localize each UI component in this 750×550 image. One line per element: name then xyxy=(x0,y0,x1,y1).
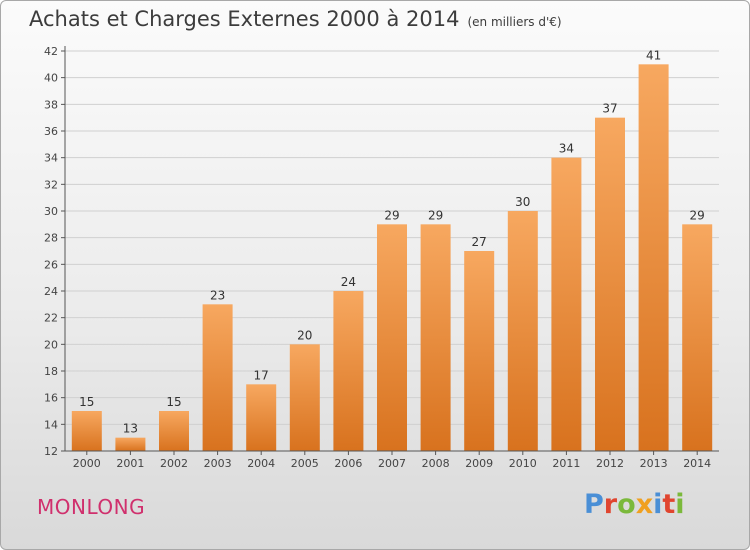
bar xyxy=(551,157,582,451)
x-tick-label: 2000 xyxy=(73,457,101,470)
x-tick-label: 2011 xyxy=(552,457,580,470)
x-tick-label: 2001 xyxy=(116,457,144,470)
bar xyxy=(638,64,669,452)
y-tick-label: 28 xyxy=(44,232,58,245)
bar xyxy=(202,304,233,451)
x-tick-label: 2004 xyxy=(247,457,275,470)
logo-letter: x xyxy=(635,489,654,520)
y-tick-label: 16 xyxy=(44,392,58,405)
logo-letter: t xyxy=(662,489,676,520)
y-tick-label: 18 xyxy=(44,365,58,378)
data-label: 29 xyxy=(384,208,399,222)
y-tick-label: 36 xyxy=(44,125,58,138)
bar xyxy=(464,251,495,451)
y-tick-label: 42 xyxy=(44,45,58,58)
bar xyxy=(507,211,538,451)
x-tick-label: 2007 xyxy=(378,457,406,470)
y-tick-label: 26 xyxy=(44,258,58,271)
y-tick-label: 12 xyxy=(44,445,58,458)
y-tick-label: 30 xyxy=(44,205,58,218)
bar xyxy=(71,411,102,451)
data-label: 15 xyxy=(166,395,181,409)
x-tick-label: 2014 xyxy=(683,457,711,470)
y-tick-label: 14 xyxy=(44,418,58,431)
chart-title-unit: (en milliers d'€) xyxy=(467,15,562,29)
bar xyxy=(333,291,364,451)
data-label: 20 xyxy=(297,328,312,342)
data-label: 29 xyxy=(428,208,443,222)
bar xyxy=(115,437,146,451)
y-tick-label: 24 xyxy=(44,285,58,298)
data-label: 30 xyxy=(515,195,530,209)
data-label: 34 xyxy=(559,142,574,156)
x-tick-label: 2002 xyxy=(160,457,188,470)
logo-letter: o xyxy=(617,489,636,520)
proxiti-logo: Proxiti xyxy=(584,489,685,520)
data-label: 23 xyxy=(210,288,225,302)
chart-title-main: Achats et Charges Externes 2000 à 2014 xyxy=(29,7,460,31)
y-tick-label: 20 xyxy=(44,338,58,351)
x-tick-label: 2013 xyxy=(640,457,668,470)
bar xyxy=(595,117,625,452)
x-tick-label: 2005 xyxy=(291,457,319,470)
bar xyxy=(159,411,189,451)
x-tick-label: 2006 xyxy=(334,457,362,470)
data-label: 17 xyxy=(254,368,269,382)
x-tick-label: 2012 xyxy=(596,457,624,470)
x-tick-label: 2003 xyxy=(204,457,232,470)
x-tick-label: 2008 xyxy=(422,457,450,470)
logo-letter: r xyxy=(603,489,618,520)
logo-letter: i xyxy=(653,489,663,520)
data-label: 27 xyxy=(472,235,487,249)
bar xyxy=(246,384,277,451)
y-tick-label: 22 xyxy=(44,312,58,325)
chart-title: Achats et Charges Externes 2000 à 2014 (e… xyxy=(29,7,562,31)
data-label: 41 xyxy=(646,48,661,62)
bar xyxy=(377,224,407,451)
bar xyxy=(420,224,451,451)
data-label: 13 xyxy=(123,422,138,436)
x-tick-label: 2009 xyxy=(465,457,493,470)
data-label: 24 xyxy=(341,275,356,289)
y-tick-label: 40 xyxy=(44,72,58,85)
y-tick-label: 34 xyxy=(44,152,58,165)
data-label: 37 xyxy=(602,102,617,116)
y-tick-label: 38 xyxy=(44,98,58,111)
data-label: 15 xyxy=(79,395,94,409)
logo-letter: i xyxy=(675,489,685,520)
city-name: MONLONG xyxy=(37,495,146,519)
y-tick-label: 32 xyxy=(44,178,58,191)
logo-letter: P xyxy=(584,489,604,520)
bar xyxy=(289,344,320,451)
data-label: 29 xyxy=(690,208,705,222)
bar xyxy=(682,224,713,451)
x-tick-label: 2010 xyxy=(509,457,537,470)
